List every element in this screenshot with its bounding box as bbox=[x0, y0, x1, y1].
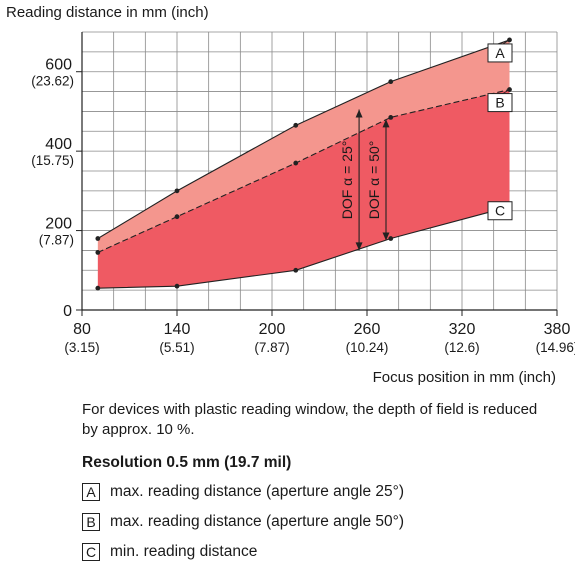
series-label-c: C bbox=[495, 203, 505, 219]
data-point-a bbox=[174, 188, 180, 194]
x-tick-sublabel: (3.15) bbox=[64, 340, 99, 355]
series-label-box-c bbox=[487, 201, 513, 221]
x-tick-sublabel: (10.24) bbox=[346, 340, 389, 355]
data-point-b bbox=[174, 214, 180, 220]
dof-label-1: DOF α = 50° bbox=[366, 141, 382, 220]
series-label-box-b bbox=[487, 93, 513, 113]
data-point-c bbox=[174, 283, 180, 289]
legend-key-a: A bbox=[82, 483, 100, 501]
legend-text-b: max. reading distance (aperture angle 50… bbox=[110, 513, 404, 530]
annotation-layer: DOF α = 25° DOF α = 50° bbox=[339, 109, 390, 251]
x-tick-label: 200 bbox=[259, 321, 286, 338]
x-tick-label: 260 bbox=[354, 321, 381, 338]
x-tick-label: 320 bbox=[449, 321, 476, 338]
dof-arrowhead-bottom-0 bbox=[355, 242, 363, 251]
dof-arrowhead-bottom-1 bbox=[382, 232, 390, 241]
x-tick-label: 380 bbox=[544, 321, 571, 338]
x-tick-sublabel: (5.51) bbox=[159, 340, 194, 355]
note-text: For devices with plastic reading window,… bbox=[82, 401, 538, 438]
reading-distance-chart: A B C DOF α = 25° DOF α = 50° 80 (3.15) 140 (5… bbox=[6, 4, 575, 386]
y-tick-label: 400 bbox=[45, 136, 72, 153]
dof-arrowhead-top-0 bbox=[355, 109, 363, 118]
data-point-b bbox=[388, 114, 394, 120]
data-point-c bbox=[388, 236, 394, 241]
legend-item-c: C min. reading distance bbox=[82, 542, 404, 562]
series-label-a: A bbox=[495, 45, 505, 61]
data-point-b bbox=[95, 250, 101, 255]
legend-text-c: min. reading distance bbox=[110, 543, 258, 560]
data-point-c bbox=[95, 285, 101, 291]
band-a-b bbox=[97, 39, 510, 253]
legend-item-b: B max. reading distance (aperture angle … bbox=[82, 512, 404, 532]
x-tick-sublabel: (7.87) bbox=[254, 340, 289, 355]
line-layer: A B C bbox=[95, 37, 513, 291]
legend-item-a: A max. reading distance (aperture angle … bbox=[82, 482, 404, 502]
legend-key-c: C bbox=[82, 543, 100, 561]
y-tick-label: 600 bbox=[45, 57, 72, 74]
data-point-a bbox=[388, 79, 394, 85]
axis-layer: 80(3.15)140(5.51)200(7.87)260(10.24)320(… bbox=[31, 32, 575, 355]
resolution-heading: Resolution 0.5 mm (19.7 mil) bbox=[82, 454, 292, 471]
y-axis-title: Reading distance in mm (inch) bbox=[6, 4, 209, 21]
dof-label-0: DOF α = 25° bbox=[339, 141, 355, 220]
y-tick-sublabel: (7.87) bbox=[39, 233, 74, 248]
x-tick-sublabel: (12.6) bbox=[444, 340, 479, 355]
legend-text-a: max. reading distance (aperture angle 25… bbox=[110, 483, 404, 500]
x-tick-sublabel: (14.96) bbox=[536, 340, 575, 355]
dof-arrowhead-top-1 bbox=[382, 119, 390, 128]
y-tick-label: 0 bbox=[63, 303, 72, 320]
legend-key-b: B bbox=[82, 513, 100, 531]
data-point-c bbox=[293, 267, 299, 273]
series-label-b: B bbox=[495, 95, 504, 111]
legend: A max. reading distance (aperture angle … bbox=[82, 482, 404, 572]
x-axis-title: Focus position in mm (inch) bbox=[373, 369, 556, 386]
y-tick-sublabel: (23.62) bbox=[31, 74, 74, 89]
x-tick-label: 80 bbox=[73, 321, 91, 338]
x-tick-label: 140 bbox=[164, 321, 191, 338]
band-b-c bbox=[97, 89, 510, 289]
data-point-b bbox=[293, 160, 299, 166]
data-point-a bbox=[293, 122, 299, 128]
area-layer bbox=[97, 39, 510, 289]
y-tick-label: 200 bbox=[45, 216, 72, 233]
data-point-a bbox=[95, 236, 101, 241]
series-label-box-a bbox=[487, 43, 513, 63]
y-tick-sublabel: (15.75) bbox=[31, 153, 74, 168]
